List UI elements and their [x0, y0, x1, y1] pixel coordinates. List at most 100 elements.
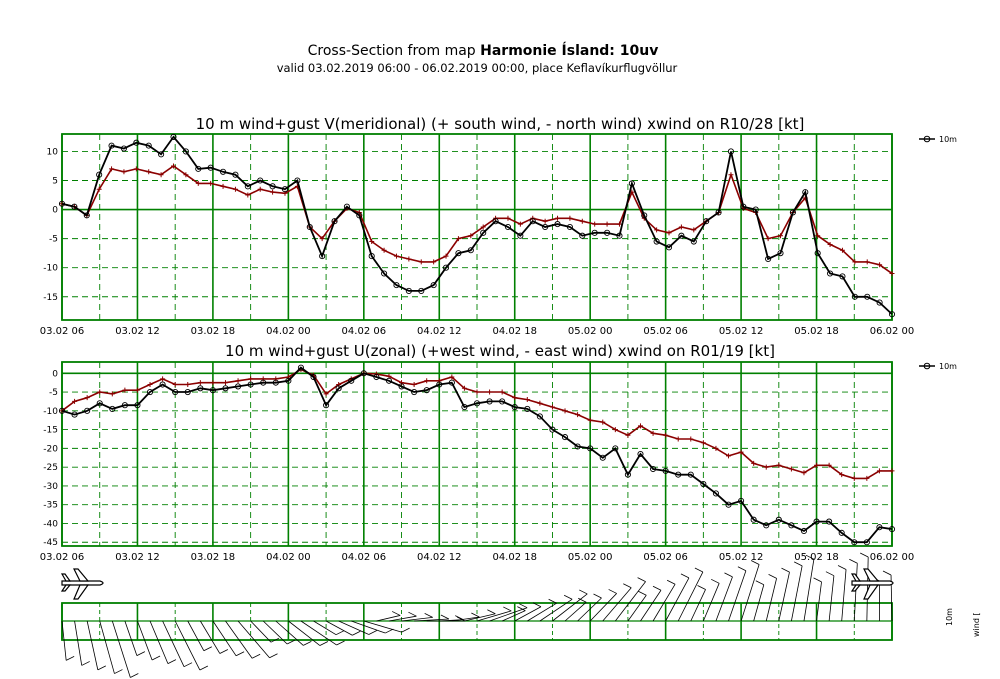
p1-mean-point-6 — [133, 139, 140, 146]
panel2-title: 10 m wind+gust U(zonal) (+west wind, - e… — [225, 342, 775, 360]
p2-gust-point-7 — [147, 382, 153, 388]
p2-gust-point-52 — [713, 445, 719, 451]
p2-ytick-3: -15 — [43, 426, 58, 436]
wind-barb-64 — [866, 557, 869, 622]
p1-xtick-4: 04.02 06 — [342, 326, 387, 337]
wind-barb-36 — [514, 606, 542, 622]
legend2-marker — [923, 362, 931, 370]
wind-barb-34 — [489, 607, 528, 622]
p2-gust-point-43 — [600, 419, 606, 425]
p1-mean-point-54 — [727, 148, 735, 155]
p2-mean-point-56 — [763, 522, 770, 529]
p2-gust-point-16 — [260, 376, 266, 382]
wind-barb-24 — [363, 620, 402, 633]
p2-gust-point-48 — [663, 432, 669, 438]
p1-mean-point-57 — [765, 255, 772, 263]
wind-barb-feather-13 — [251, 653, 261, 659]
p1-ytick-1: 5 — [52, 177, 58, 187]
wind-barb-15 — [250, 620, 272, 643]
p1-mean-point-33 — [467, 247, 474, 254]
p2-xtick-2: 03.02 18 — [191, 552, 236, 563]
p1-mean-point-3 — [96, 171, 103, 178]
p2-mean-point-52 — [712, 490, 719, 497]
p2-gust-point-62 — [839, 472, 845, 478]
p2-mean-point-47 — [650, 465, 657, 473]
wind-barb-23 — [351, 620, 386, 634]
legend2-label: 10m — [939, 362, 957, 371]
panel2-legend: 10m — [919, 362, 957, 371]
wind-barb-feather-8 — [183, 662, 193, 668]
p1-gust-point-58 — [778, 233, 784, 239]
wind-barb-feather-28 — [440, 614, 450, 620]
p2-mean-point-16 — [260, 379, 267, 386]
p2-xtick-7: 05.02 00 — [568, 552, 613, 563]
p2-ytick-5: -25 — [43, 463, 58, 473]
p2-ytick-0: 0 — [52, 369, 58, 379]
p2-mean-point-33 — [473, 400, 481, 407]
wind-barb-feather-33 — [503, 606, 512, 612]
p1-gust-point-27 — [393, 253, 399, 259]
legend1-marker — [923, 135, 931, 143]
wind-barb-feather-56 — [768, 573, 777, 579]
p2-gust-point-15 — [248, 376, 254, 382]
wind-barb-12 — [212, 620, 237, 657]
barb-label-10m: 10m — [945, 608, 954, 626]
p2-mean-point-10 — [184, 388, 191, 396]
wind-barb-48 — [665, 577, 690, 622]
p2-gust-point-39 — [549, 404, 555, 410]
wind-barb-1 — [74, 620, 83, 666]
p2-gust-point-28 — [411, 382, 417, 388]
wind-barb-4 — [111, 620, 131, 678]
p1-gust-point-66 — [877, 262, 883, 268]
p2-mean-point-4 — [109, 405, 116, 412]
wind-barb-46 — [640, 589, 662, 622]
p2-gust-point-45 — [625, 432, 631, 438]
p2-mean-point-43 — [599, 454, 606, 461]
p1-mean-point-26 — [381, 270, 388, 277]
p2-mean-point-66 — [888, 526, 896, 533]
p1-gust-point-26 — [381, 247, 387, 253]
p1-mean-point-8 — [158, 151, 165, 158]
p2-xtick-8: 05.02 06 — [643, 552, 688, 563]
wind-barb-feather-3 — [114, 669, 123, 674]
wind-barb-feather-2 — [97, 665, 107, 671]
wind-barb-25 — [376, 615, 401, 622]
p1-mean-point-47 — [641, 212, 648, 219]
p2-gust-point-10 — [185, 382, 191, 388]
p1-gust-point-8 — [158, 172, 164, 178]
p1-series-mean-line — [61, 135, 893, 315]
p1-mean-point-38 — [529, 218, 536, 225]
p1-gust-point-4 — [109, 166, 115, 172]
p2-gust-point-13 — [222, 380, 228, 386]
wind-barb-feather-54 — [750, 560, 760, 565]
p1-mean-point-21 — [319, 253, 326, 260]
p1-mean-point-59 — [789, 209, 796, 216]
p1-gust-point-40 — [555, 215, 561, 221]
p1-gust-point-29 — [418, 259, 424, 265]
p1-mean-point-2 — [83, 212, 90, 219]
p1-mean-point-31 — [442, 264, 450, 271]
p2-frame — [61, 361, 893, 547]
wind-barb-feather-61 — [825, 571, 835, 577]
p1-gust-point-31 — [443, 253, 449, 259]
p1-gust-point-41 — [567, 215, 573, 221]
p1-gust-point-37 — [517, 221, 523, 227]
wind-barb-27 — [401, 616, 433, 622]
wind-barb-feather-23 — [385, 628, 394, 634]
p1-mean-point-64 — [851, 293, 858, 300]
p1-xtick-10: 05.02 18 — [794, 326, 839, 337]
title-prefix: Cross-Section from map — [308, 43, 480, 59]
p1-gust-point-63 — [839, 247, 845, 253]
p2-gust-point-50 — [688, 436, 694, 442]
p1-mean-point-20 — [306, 223, 313, 231]
p1-gust-point-67 — [889, 271, 895, 276]
wind-barb-55 — [753, 584, 765, 622]
p1-xtick-1: 03.02 12 — [115, 326, 160, 337]
wind-barb-feather-0 — [65, 656, 75, 661]
p2-mean-point-2 — [84, 407, 91, 414]
p2-mean-point-41 — [574, 443, 581, 450]
p2-gust-point-65 — [876, 468, 882, 474]
p1-gust-point-50 — [678, 224, 684, 230]
wind-barb-47 — [652, 584, 676, 622]
p2-mean-point-13 — [222, 385, 229, 392]
